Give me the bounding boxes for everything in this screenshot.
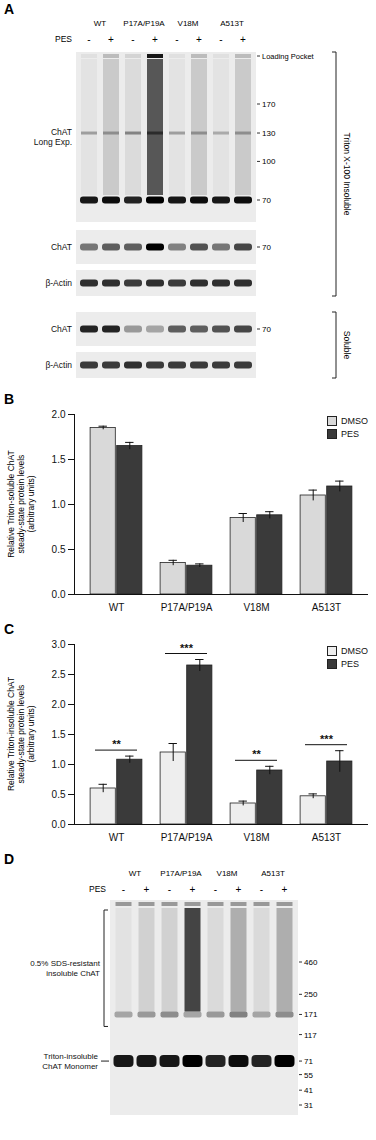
html-text:DMSO: DMSO <box>341 646 368 656</box>
svg-text:V18M: V18M <box>243 602 269 613</box>
svg-text:β-Actin: β-Actin <box>45 360 72 370</box>
svg-text:70: 70 <box>262 243 271 252</box>
svg-text:-: - <box>219 34 222 45</box>
svg-text:0.5% SDS-resistant: 0.5% SDS-resistant <box>30 959 101 968</box>
svg-text:+: + <box>196 34 202 45</box>
html-text:DMSO: DMSO <box>341 416 368 426</box>
svg-text:PES: PES <box>89 884 106 894</box>
svg-text:A513T: A513T <box>312 602 341 613</box>
svg-text:2.0: 2.0 <box>52 699 66 710</box>
svg-text:1.5: 1.5 <box>52 729 66 740</box>
svg-text:A513T: A513T <box>312 832 341 843</box>
svg-text:Triton X-100 Insoluble: Triton X-100 Insoluble <box>342 133 352 216</box>
svg-text:0.0: 0.0 <box>52 589 66 600</box>
svg-text:Relative Triton-soluble ChAT: Relative Triton-soluble ChAT <box>6 450 16 558</box>
svg-text:-: - <box>131 34 134 45</box>
svg-text:-: - <box>87 34 90 45</box>
svg-text:+: + <box>108 34 114 45</box>
svg-text:31: 31 <box>304 1101 313 1110</box>
svg-text:Long Exp.: Long Exp. <box>34 137 72 147</box>
svg-text:**: ** <box>112 738 121 750</box>
svg-text:(arbitrary units): (arbitrary units) <box>26 705 36 762</box>
svg-text:460: 460 <box>304 958 318 967</box>
svg-text:WT: WT <box>94 19 107 28</box>
svg-text:Triton-insoluble: Triton-insoluble <box>44 1052 99 1061</box>
svg-text:3.0: 3.0 <box>52 639 66 650</box>
svg-text:V18M: V18M <box>243 832 269 843</box>
svg-text:P17A/P19A: P17A/P19A <box>160 869 202 878</box>
svg-text:A513T: A513T <box>220 19 244 28</box>
svg-text:PES: PES <box>55 34 72 44</box>
svg-text:ChAT: ChAT <box>51 324 72 334</box>
svg-text:P17A/P19A: P17A/P19A <box>123 19 165 28</box>
svg-text:117: 117 <box>304 1031 317 1040</box>
svg-text:71: 71 <box>304 1057 313 1066</box>
svg-text:ChAT: ChAT <box>51 127 72 137</box>
svg-text:+: + <box>236 884 242 895</box>
svg-text:-: - <box>175 34 178 45</box>
svg-text:B: B <box>4 391 14 407</box>
svg-text:***: *** <box>180 642 194 654</box>
svg-text:V18M: V18M <box>217 869 238 878</box>
svg-text:WT: WT <box>109 832 125 843</box>
svg-text:+: + <box>190 884 196 895</box>
svg-text:C: C <box>4 621 14 637</box>
svg-text:D: D <box>4 851 14 867</box>
svg-text:130: 130 <box>262 129 276 138</box>
svg-text:0.5: 0.5 <box>52 544 66 555</box>
svg-text:55: 55 <box>304 1071 313 1080</box>
svg-text:V18M: V18M <box>178 19 199 28</box>
svg-text:0.5: 0.5 <box>52 789 66 800</box>
svg-text:0.0: 0.0 <box>52 819 66 830</box>
svg-text:WT: WT <box>129 869 142 878</box>
svg-text:P17A/P19A: P17A/P19A <box>161 602 213 613</box>
svg-text:-: - <box>214 884 217 895</box>
svg-text:170: 170 <box>262 100 276 109</box>
svg-text:insoluble ChAT: insoluble ChAT <box>46 969 100 978</box>
svg-text:41: 41 <box>304 1086 313 1095</box>
svg-text:Soluble: Soluble <box>342 331 352 360</box>
svg-text:ChAT Monomer: ChAT Monomer <box>42 1062 98 1071</box>
svg-text:**: ** <box>252 748 261 760</box>
svg-text:+: + <box>144 884 150 895</box>
svg-text:+: + <box>152 34 158 45</box>
svg-text:β-Actin: β-Actin <box>45 278 72 288</box>
svg-text:steady-state protein levels: steady-state protein levels <box>16 685 26 784</box>
svg-text:250: 250 <box>304 990 318 999</box>
svg-text:steady-state protein levels: steady-state protein levels <box>16 455 26 554</box>
svg-text:100: 100 <box>262 157 276 166</box>
svg-text:WT: WT <box>109 602 125 613</box>
svg-text:A: A <box>4 1 14 17</box>
svg-text:-: - <box>168 884 171 895</box>
html-text:PES: PES <box>341 429 359 439</box>
svg-text:+: + <box>240 34 246 45</box>
svg-text:70: 70 <box>262 325 271 334</box>
svg-text:1.0: 1.0 <box>52 499 66 510</box>
svg-text:70: 70 <box>262 196 271 205</box>
svg-text:-: - <box>260 884 263 895</box>
svg-text:1.5: 1.5 <box>52 454 66 465</box>
html-text:PES: PES <box>341 659 359 669</box>
svg-text:Loading Pocket: Loading Pocket <box>262 52 315 61</box>
svg-text:***: *** <box>320 733 334 745</box>
svg-text:1.0: 1.0 <box>52 759 66 770</box>
svg-text:Relative Triton-insoluble ChAT: Relative Triton-insoluble ChAT <box>6 677 16 791</box>
svg-text:+: + <box>282 884 288 895</box>
svg-text:ChAT: ChAT <box>51 242 72 252</box>
svg-text:A513T: A513T <box>261 869 285 878</box>
svg-text:2.5: 2.5 <box>52 669 66 680</box>
svg-text:171: 171 <box>304 1010 318 1019</box>
svg-text:P17A/P19A: P17A/P19A <box>161 832 213 843</box>
svg-text:(arbitrary units): (arbitrary units) <box>26 475 36 532</box>
svg-text:-: - <box>122 884 125 895</box>
svg-text:2.0: 2.0 <box>52 409 66 420</box>
